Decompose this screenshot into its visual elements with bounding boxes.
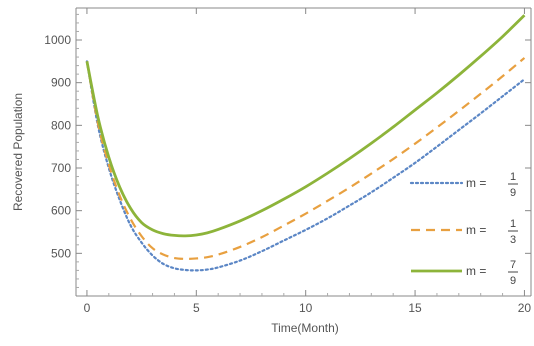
y-tick-label: 500: [51, 246, 71, 260]
legend-denominator-2: 3: [510, 234, 516, 246]
legend-denominator-3: 9: [510, 275, 516, 287]
legend-numerator-1: 1: [510, 171, 516, 183]
series-group: [85, 14, 526, 272]
x-axis-label: Time(Month): [271, 321, 339, 335]
x-tick-label: 15: [408, 301, 422, 315]
y-tick-label: 1000: [44, 33, 71, 47]
legend-denominator-1: 9: [510, 187, 516, 199]
ticks: 0 5 10 15 20 500 600 700 800 900 1000: [44, 8, 531, 315]
x-tick-label: 20: [518, 301, 532, 315]
legend-numerator-2: 1: [510, 218, 516, 230]
x-tick-label: 10: [299, 301, 313, 315]
x-tick-label: 0: [84, 301, 91, 315]
legend-label-2: m =: [466, 223, 486, 237]
plot-frame: [75, 7, 532, 297]
legend-numerator-3: 7: [510, 259, 516, 271]
legend-label-3: m =: [466, 264, 486, 278]
x-tick-label: 5: [193, 301, 200, 315]
y-tick-label: 900: [51, 76, 71, 90]
legend: m = 1 9 m = 1 3 m = 7 9: [409, 171, 518, 287]
y-tick-label: 800: [51, 118, 71, 132]
series-line-2: [85, 57, 526, 260]
series-line-3: [85, 14, 526, 238]
y-tick-label: 700: [51, 161, 71, 175]
y-tick-label: 600: [51, 204, 71, 218]
series-line-1: [85, 60, 526, 272]
y-axis-label: Recovered Population: [11, 93, 25, 211]
legend-label-1: m =: [466, 176, 486, 190]
